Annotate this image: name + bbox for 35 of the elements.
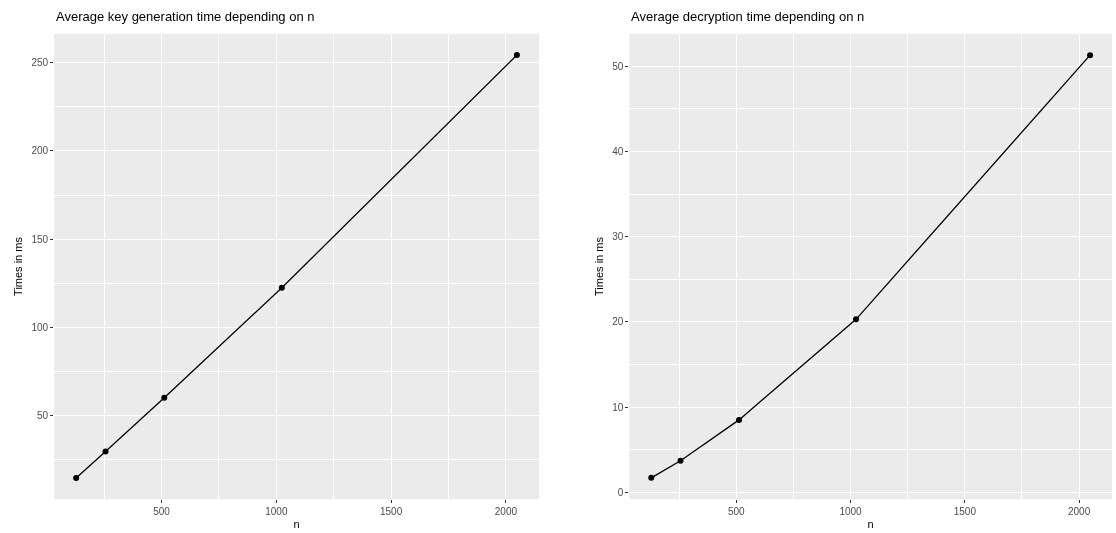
x-tick-label: 1500 bbox=[379, 506, 403, 518]
y-tick-label: 40 bbox=[612, 145, 624, 157]
y-tick-label: 100 bbox=[31, 321, 49, 333]
y-tick-label: 50 bbox=[612, 60, 624, 72]
point bbox=[161, 394, 168, 401]
point bbox=[73, 475, 80, 482]
chart-title: Average key generation time depending on n bbox=[56, 9, 315, 24]
y-tick-label: 250 bbox=[31, 57, 49, 69]
point bbox=[736, 416, 743, 423]
x-tick-label: 1000 bbox=[265, 506, 288, 518]
point bbox=[853, 316, 860, 323]
y-tick-label: 0 bbox=[617, 486, 624, 498]
point bbox=[278, 284, 285, 291]
point bbox=[677, 457, 684, 464]
y-tick-label: 50 bbox=[36, 409, 49, 421]
point bbox=[1087, 52, 1094, 59]
point bbox=[513, 51, 520, 58]
x-tick-label: 2000 bbox=[1067, 506, 1091, 518]
chart-title: Average decryption time depending on n bbox=[631, 9, 865, 24]
x-axis-title: n bbox=[867, 518, 874, 531]
x-axis-title: n bbox=[293, 518, 300, 531]
x-tick-label: 1000 bbox=[839, 506, 863, 518]
y-tick-label: 150 bbox=[31, 233, 49, 245]
y-axis-title: Times in ms bbox=[592, 236, 605, 296]
y-tick-label: 20 bbox=[612, 316, 624, 328]
x-tick-label: 2000 bbox=[494, 506, 518, 518]
x-tick-label: 500 bbox=[727, 506, 746, 518]
y-tick-label: 30 bbox=[612, 231, 624, 243]
point bbox=[648, 474, 655, 481]
x-tick-label: 500 bbox=[153, 506, 171, 518]
y-tick-label: 10 bbox=[612, 401, 624, 413]
y-tick-label: 200 bbox=[31, 145, 49, 157]
x-tick-label: 1500 bbox=[953, 506, 977, 518]
y-axis-title: Times in ms bbox=[12, 236, 25, 296]
point bbox=[102, 448, 109, 455]
